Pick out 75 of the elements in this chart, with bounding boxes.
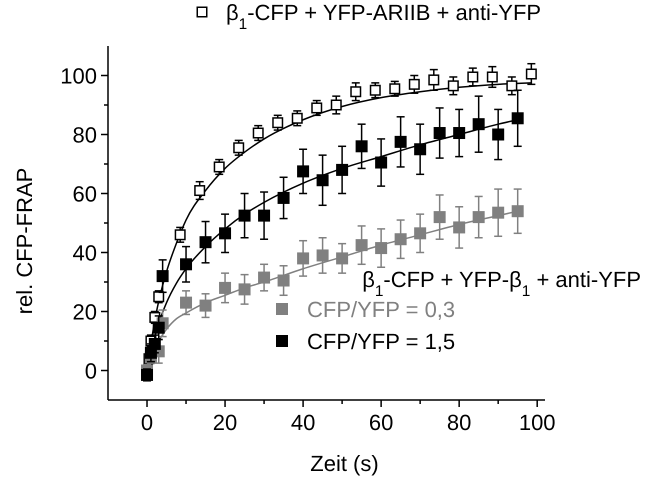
point bbox=[311, 102, 322, 114]
y-axis-title: rel. CFP-FRAP bbox=[12, 168, 37, 314]
point bbox=[272, 117, 284, 128]
legend-label: CFP/YFP = 1,5 bbox=[307, 329, 456, 354]
point bbox=[292, 112, 303, 124]
point bbox=[252, 128, 264, 139]
x-tick-label: 20 bbox=[212, 410, 238, 435]
point bbox=[219, 282, 232, 294]
point bbox=[434, 127, 446, 140]
legend-label: β$_{1}$-CFP + YFP-ARIIB + anti-YFP bbox=[226, 0, 542, 32]
point bbox=[512, 112, 524, 124]
point bbox=[453, 127, 466, 140]
y-tick-label: 80 bbox=[72, 122, 97, 148]
point bbox=[238, 210, 251, 222]
point bbox=[152, 322, 165, 334]
point bbox=[174, 229, 186, 240]
y-tick-label: 40 bbox=[72, 240, 97, 266]
point bbox=[336, 252, 348, 264]
point bbox=[486, 71, 498, 82]
point bbox=[278, 274, 290, 287]
y-tick-label: 100 bbox=[60, 64, 97, 88]
point bbox=[316, 174, 329, 186]
x-axis-title: Zeit (s) bbox=[310, 451, 379, 476]
point bbox=[472, 118, 485, 130]
point bbox=[330, 100, 342, 110]
point bbox=[375, 242, 388, 254]
y-tick-label: 0 bbox=[84, 358, 97, 384]
point bbox=[156, 270, 169, 282]
y-tick-label: 60 bbox=[72, 182, 97, 206]
x-tick-label: 0 bbox=[140, 410, 154, 435]
point bbox=[278, 192, 290, 204]
point bbox=[258, 210, 270, 222]
legend-title: β$_{1}$-CFP + YFP-β$_{1}$ + anti-YFP bbox=[362, 267, 641, 300]
point bbox=[389, 83, 400, 94]
point bbox=[233, 142, 244, 154]
point bbox=[434, 211, 446, 224]
point bbox=[180, 258, 192, 270]
point bbox=[414, 227, 426, 240]
point bbox=[526, 68, 537, 80]
point bbox=[492, 206, 504, 219]
x-tick-label: 60 bbox=[368, 410, 394, 435]
x-tick-label: 100 bbox=[518, 410, 556, 435]
point bbox=[453, 221, 466, 234]
point bbox=[180, 296, 192, 309]
x-tick-label: 80 bbox=[446, 410, 472, 435]
point bbox=[200, 300, 212, 312]
point bbox=[394, 233, 407, 246]
point bbox=[356, 239, 368, 252]
point bbox=[414, 143, 426, 156]
point bbox=[200, 236, 212, 248]
point bbox=[297, 252, 310, 264]
point bbox=[492, 128, 504, 140]
point bbox=[408, 78, 420, 90]
point bbox=[258, 272, 270, 284]
point bbox=[448, 80, 459, 92]
y-tick-label: 20 bbox=[72, 300, 97, 324]
x-tick-label: 40 bbox=[290, 410, 316, 435]
point bbox=[375, 156, 388, 169]
point bbox=[472, 211, 485, 224]
point bbox=[394, 136, 407, 148]
point bbox=[214, 161, 225, 172]
legend-label: CFP/YFP = 0,3 bbox=[307, 297, 456, 322]
point bbox=[467, 71, 478, 82]
point bbox=[356, 140, 368, 152]
point bbox=[219, 227, 232, 240]
point bbox=[297, 165, 310, 178]
point bbox=[370, 84, 381, 96]
point bbox=[194, 185, 206, 196]
point bbox=[512, 205, 524, 218]
point bbox=[350, 86, 362, 98]
point bbox=[238, 283, 251, 296]
point bbox=[506, 80, 518, 92]
point bbox=[336, 164, 348, 176]
point bbox=[316, 249, 329, 262]
point bbox=[428, 74, 440, 86]
